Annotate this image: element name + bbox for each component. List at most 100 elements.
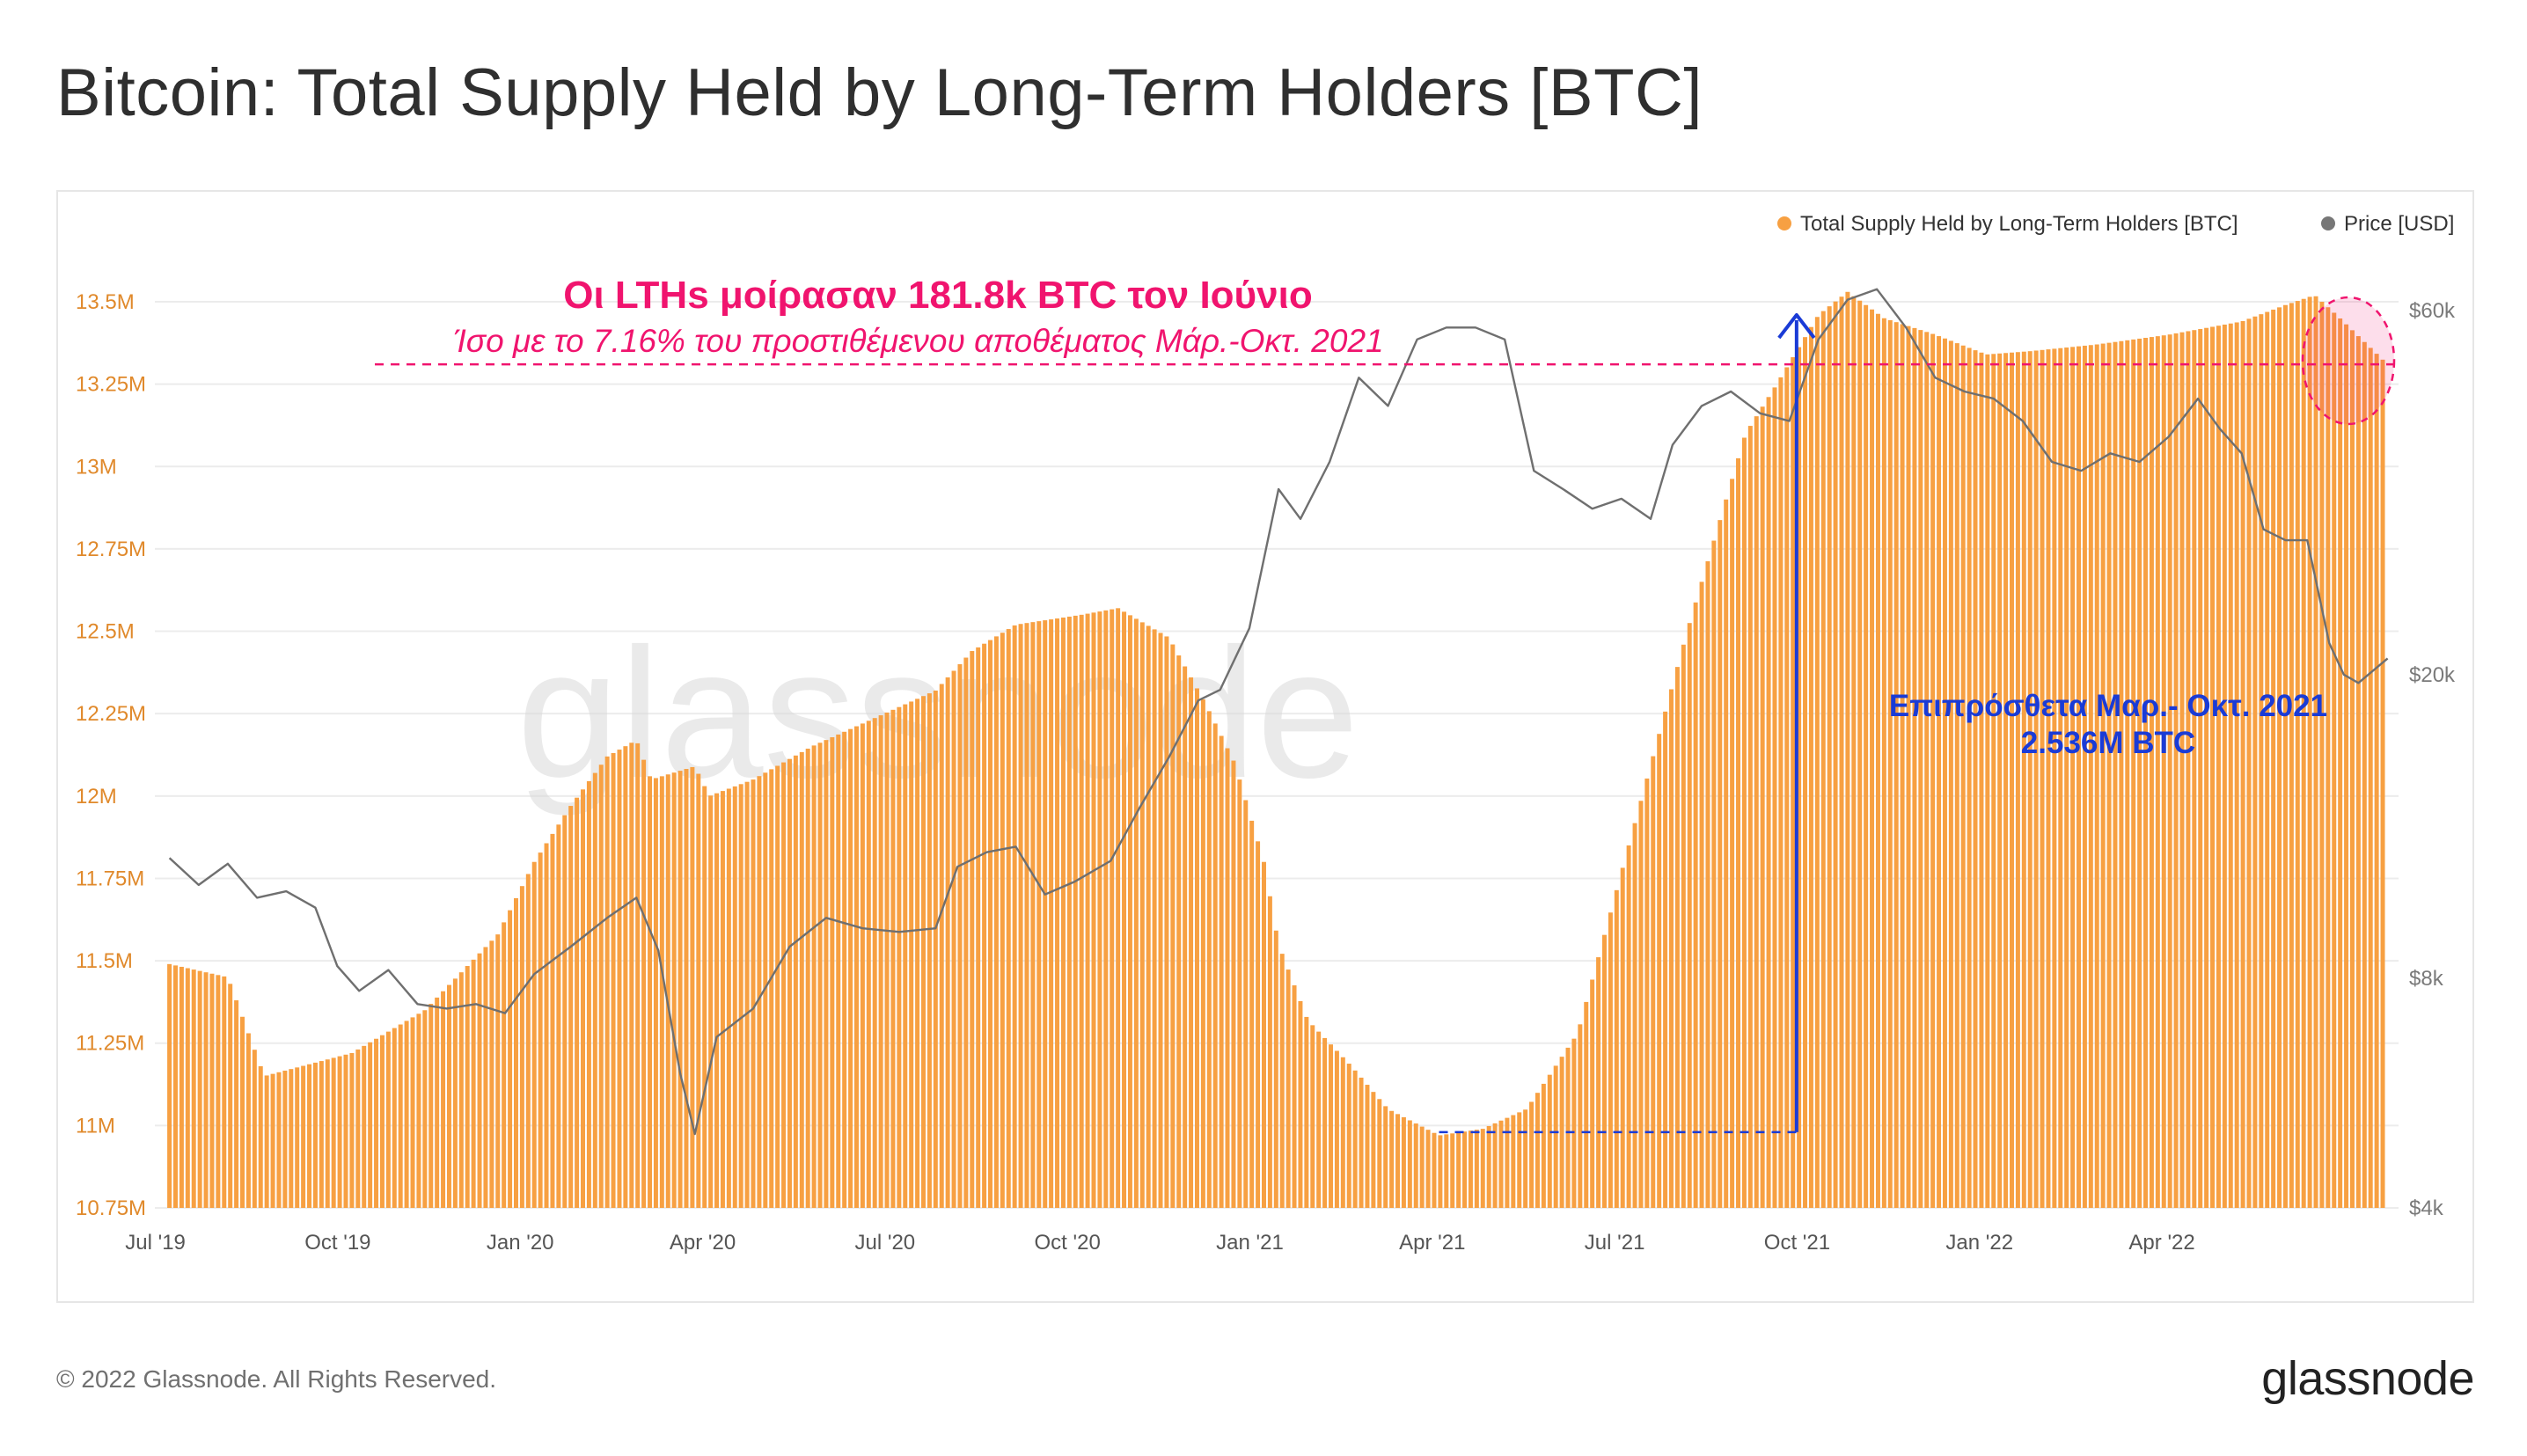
lth-bar <box>1231 760 1236 1208</box>
lth-bar <box>1256 841 1261 1208</box>
lth-bar <box>392 1028 397 1208</box>
lth-bar <box>1669 689 1674 1208</box>
lth-bar <box>289 1069 294 1208</box>
lth-bar <box>282 1070 288 1208</box>
lth-bar <box>2077 346 2081 1208</box>
lth-bar <box>1486 1125 1491 1208</box>
lth-bar <box>2167 334 2172 1208</box>
lth-bar <box>252 1050 257 1208</box>
lth-bar <box>1055 618 1060 1208</box>
lth-bar <box>1814 317 1820 1208</box>
lth-bar <box>1352 1070 1358 1208</box>
lth-bar <box>1498 1120 1504 1208</box>
legend[interactable]: Total Supply Held by Long-Term Holders [… <box>1777 212 2454 236</box>
lth-bar <box>897 706 902 1208</box>
chart-panel: glassnode Οι LTHs μοίρασαν 181.8k BTC το… <box>56 190 2474 1303</box>
lth-bar <box>197 970 202 1208</box>
lth-bar <box>2088 345 2093 1208</box>
lth-bar <box>575 797 580 1208</box>
lth-bar <box>2252 316 2258 1208</box>
y-right-tick-label: $4k <box>2409 1196 2444 1220</box>
lth-bar <box>1845 291 1850 1208</box>
lth-bar <box>2271 309 2276 1208</box>
lth-bar <box>222 976 227 1208</box>
lth-bar <box>1273 930 1278 1208</box>
lth-bar <box>1194 688 1199 1208</box>
glassnode-logo[interactable]: glassnode <box>2261 1352 2474 1405</box>
lth-bar <box>1663 711 1668 1208</box>
lth-bar <box>787 758 792 1208</box>
lth-bar <box>1973 350 1978 1208</box>
lth-bar <box>1906 326 1911 1208</box>
legend-label-price[interactable]: Price [USD] <box>2344 212 2454 236</box>
lth-bar <box>1778 377 1784 1208</box>
lth-bar <box>848 728 853 1208</box>
lth-bar <box>1559 1057 1564 1208</box>
lth-bar <box>203 972 209 1208</box>
lth-bar <box>1948 340 1953 1208</box>
lth-bar <box>1462 1131 1468 1208</box>
lth-bar <box>751 779 756 1208</box>
lth-bar <box>678 771 683 1208</box>
lth-bar <box>2282 304 2288 1208</box>
lth-bar <box>1651 756 1656 1208</box>
lth-bar <box>878 715 883 1208</box>
lth-bar <box>2131 339 2136 1208</box>
lth-bar <box>581 789 585 1208</box>
lth-bar <box>1085 613 1090 1208</box>
highlight-circle <box>2301 296 2396 426</box>
lth-bar <box>1578 1024 1583 1208</box>
lth-bar <box>927 693 932 1208</box>
lth-bar <box>544 843 549 1208</box>
lth-bar <box>1432 1132 1437 1208</box>
lth-bar <box>732 786 737 1208</box>
lth-bar <box>1043 620 1048 1208</box>
lth-bar <box>1340 1057 1345 1208</box>
lth-bar <box>976 647 981 1208</box>
y-left-tick-label: 10.75M <box>76 1196 146 1220</box>
lth-bar <box>191 969 196 1208</box>
lth-bar <box>1212 723 1218 1208</box>
lth-bar <box>2349 330 2355 1208</box>
lth-bar <box>483 947 488 1208</box>
lth-bar <box>1139 622 1145 1208</box>
lth-bar <box>1870 309 1875 1208</box>
lth-bar <box>726 788 731 1208</box>
lth-bar <box>519 886 524 1208</box>
lth-bar <box>1334 1050 1339 1208</box>
lth-bar <box>2259 314 2264 1208</box>
lth-bar <box>1541 1083 1546 1208</box>
lth-bar <box>1329 1044 1333 1208</box>
lth-bar <box>489 940 494 1208</box>
lth-bar <box>866 721 871 1208</box>
lth-bar <box>598 765 604 1208</box>
lth-bar <box>1189 677 1194 1208</box>
lth-bar <box>604 756 610 1208</box>
lth-bar <box>1474 1130 1479 1208</box>
lth-bar <box>422 1010 428 1208</box>
lth-bar <box>1784 367 1790 1208</box>
annotations: Οι LTHs μοίρασαν 181.8k BTC τον Ιούνιο Ίσ… <box>375 274 2399 1134</box>
lth-bar <box>1535 1093 1540 1208</box>
lth-bar <box>635 743 641 1208</box>
lth-bar <box>1066 616 1072 1208</box>
lth-bar <box>1000 633 1005 1208</box>
lth-bar <box>2246 318 2252 1208</box>
lth-bar <box>1937 336 1942 1208</box>
lth-bar <box>1912 327 1917 1208</box>
lth-bar <box>2204 327 2209 1208</box>
lth-bar <box>1681 644 1686 1208</box>
lth-bar <box>1298 1000 1303 1208</box>
lth-bar <box>623 746 628 1208</box>
lth-bar <box>228 984 233 1208</box>
lth-bar <box>1383 1106 1388 1208</box>
lth-bar <box>1718 520 1723 1208</box>
lth-bar <box>1657 734 1662 1208</box>
x-tick-label: Apr '21 <box>1399 1231 1465 1255</box>
legend-marker-price <box>2321 216 2335 230</box>
lth-bar <box>331 1057 336 1208</box>
lth-bar <box>1377 1099 1382 1208</box>
axis-labels: 10.75M 11M 11.25M 11.5M 11.75M 12M 12.25M 12.5M… <box>76 290 2456 1255</box>
legend-label-lth[interactable]: Total Supply Held by Long-Term Holders [… <box>1800 212 2238 236</box>
lth-bar <box>556 824 561 1208</box>
